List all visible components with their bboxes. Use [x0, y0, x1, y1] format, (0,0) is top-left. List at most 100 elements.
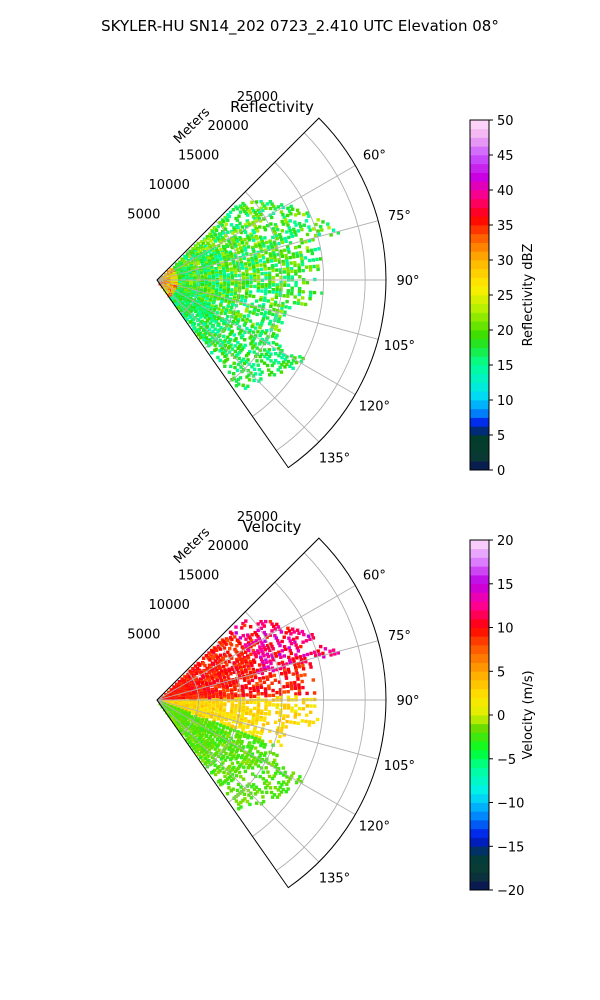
radar-gate	[200, 260, 204, 264]
radar-gate	[279, 729, 283, 734]
radar-gate	[256, 702, 261, 707]
colorbar-segment	[470, 671, 489, 681]
radar-gate	[224, 642, 228, 646]
radar-gate	[223, 247, 227, 252]
colorbar-segment	[470, 338, 489, 348]
radar-gate	[252, 643, 256, 647]
radar-gate	[290, 267, 294, 271]
radar-gate	[219, 248, 223, 252]
radar-gate	[283, 236, 287, 241]
radar-gate	[213, 772, 218, 777]
colorbar-segment	[470, 828, 489, 838]
radar-gate	[255, 299, 259, 303]
radar-gate	[250, 785, 254, 789]
radar-gate	[221, 673, 226, 677]
radar-gate	[244, 211, 248, 215]
radar-gate	[223, 281, 227, 286]
radar-gate	[243, 330, 247, 334]
radar-gate	[264, 619, 268, 624]
radar-gate	[226, 650, 230, 654]
radar-gate	[235, 667, 239, 671]
radar-gate	[225, 792, 230, 796]
colorbar-segment	[470, 365, 489, 375]
radar-gate	[269, 661, 273, 666]
radar-gate	[271, 211, 276, 215]
radar-gate	[297, 631, 301, 635]
radar-gate	[282, 267, 286, 272]
radar-gate	[289, 642, 294, 646]
radar-gate	[205, 715, 210, 719]
radar-gate	[212, 261, 216, 265]
radar-gate	[225, 713, 229, 717]
radar-gate	[253, 738, 257, 743]
radar-gate	[241, 707, 245, 712]
radar-gate	[303, 302, 308, 307]
radar-gate	[290, 292, 294, 296]
radar-gate	[268, 633, 272, 637]
radar-gate	[241, 698, 246, 703]
radar-gate	[297, 692, 302, 696]
radar-gate	[278, 293, 282, 297]
colorbar-segment	[470, 181, 489, 191]
radar-gate	[321, 220, 325, 224]
radar-gate	[297, 683, 301, 687]
radar-gate	[284, 647, 288, 651]
radar-gate	[256, 208, 260, 213]
radar-gate	[254, 639, 258, 643]
radar-gate	[250, 304, 254, 308]
radar-gate	[241, 697, 246, 701]
radar-gate	[236, 377, 241, 382]
radar-gate	[273, 207, 277, 211]
radar-gate	[247, 259, 251, 263]
colorbar-segment	[470, 820, 489, 830]
radar-gate	[280, 355, 284, 360]
radar-gate	[247, 330, 251, 334]
radar-gate	[261, 208, 265, 213]
radar-gate	[252, 669, 256, 674]
radar-gate	[302, 212, 306, 217]
radar-gate	[295, 656, 299, 660]
radar-gate	[270, 363, 274, 368]
radar-gate	[257, 217, 261, 221]
radar-gate	[253, 736, 258, 741]
radar-gate	[248, 350, 252, 354]
radar-gate	[243, 223, 248, 227]
radial-tick-label: 10000	[149, 178, 190, 193]
radar-gate	[279, 655, 283, 659]
radar-gate	[263, 292, 268, 296]
radar-gate	[311, 636, 316, 640]
radar-gate	[240, 661, 245, 665]
radar-gate	[275, 285, 279, 290]
radar-gate	[281, 721, 285, 726]
radar-gate	[204, 696, 208, 700]
radar-gate	[267, 684, 271, 688]
radar-gate	[280, 363, 284, 367]
radar-gate	[256, 270, 260, 274]
radar-gate	[200, 701, 205, 705]
radar-gate	[260, 319, 265, 323]
radar-gate	[242, 302, 247, 307]
radar-gate	[257, 663, 262, 667]
radar-gate	[196, 328, 200, 332]
radar-gate	[276, 625, 281, 629]
radar-gate	[251, 731, 256, 735]
radar-gate	[241, 334, 245, 338]
radar-gate	[249, 791, 253, 795]
radar-gate	[290, 289, 294, 293]
radar-gate	[244, 685, 248, 690]
radar-gate	[204, 745, 209, 750]
radar-gate	[264, 276, 268, 280]
radar-gate	[309, 710, 313, 714]
sector-frame	[156, 537, 387, 889]
radar-gate	[317, 247, 321, 251]
radar-gate	[290, 361, 294, 366]
radar-gate	[278, 365, 282, 370]
radar-gate	[246, 384, 250, 388]
radar-gate	[275, 769, 279, 773]
radar-gate	[198, 713, 202, 718]
radar-gate	[245, 252, 249, 256]
radar-gate	[256, 276, 261, 280]
radar-gate	[213, 734, 217, 739]
radar-gate	[217, 244, 221, 248]
radar-gate	[226, 304, 230, 309]
